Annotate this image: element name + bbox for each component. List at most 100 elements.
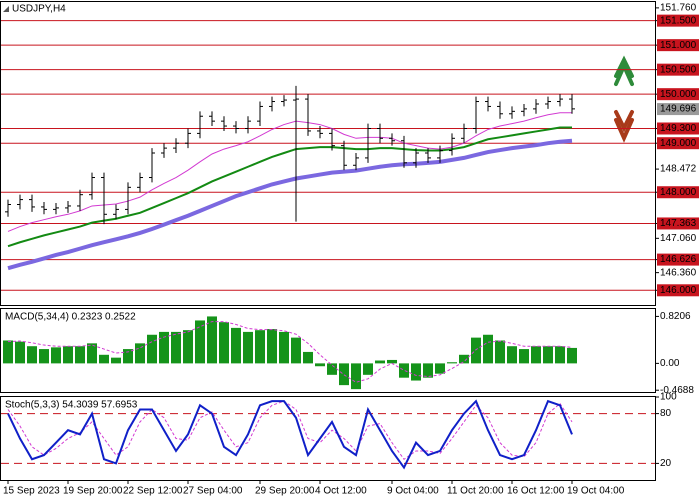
y-tick-label: 150.000 [660, 89, 697, 100]
y-tick-label: 20 [660, 458, 672, 469]
level-label-box [657, 122, 699, 135]
macd-bar [555, 346, 565, 364]
price-panel [0, 1, 656, 306]
y-tick-label: 146.360 [660, 267, 697, 278]
y-tick-label: -0.4688 [660, 385, 694, 396]
y-tick-label: 151.760 [660, 3, 697, 14]
x-tick-label: 16 Oct 12:00 [507, 486, 565, 497]
macd-bar [219, 322, 229, 364]
level-label-box [657, 253, 699, 266]
level-label-box [657, 284, 699, 297]
macd-bar [423, 363, 433, 378]
macd-bar [255, 330, 265, 364]
y-tick-label: 100 [660, 392, 677, 403]
x-tick-label: 29 Sep 20:00 [255, 486, 315, 497]
macd-bar [315, 363, 325, 367]
macd-bar [111, 357, 121, 364]
x-tick-label: 15 Sep 2023 [3, 486, 60, 497]
macd-bar [195, 320, 205, 364]
macd-bar [3, 340, 13, 364]
level-label-box [657, 88, 699, 101]
macd-bar [207, 316, 217, 364]
y-tick-label: 150.500 [660, 64, 697, 75]
x-tick-label: 4 Oct 12:00 [315, 486, 367, 497]
macd-bar [567, 347, 577, 364]
y-tick-label: 146.000 [660, 285, 697, 296]
level-label-box [657, 217, 699, 230]
x-tick-label: 22 Sep 12:00 [123, 486, 183, 497]
macd-bar [135, 343, 145, 364]
level-label-box [657, 14, 699, 27]
level-label-box [657, 39, 699, 52]
macd-bar [507, 346, 517, 364]
stoch-signal [7, 400, 573, 460]
macd-bar [15, 341, 25, 364]
macd-bar [231, 327, 241, 364]
macd-bar [363, 363, 373, 375]
macd-bar [267, 329, 277, 364]
x-tick-label: 9 Oct 04:00 [387, 486, 439, 497]
y-tick-label: 80 [660, 408, 672, 419]
macd-bar [411, 363, 421, 381]
y-tick-label: 147.060 [660, 233, 697, 244]
macd-bar [243, 331, 253, 364]
macd-bar [483, 334, 493, 364]
macd-bar [399, 363, 409, 378]
macd-bar [291, 337, 301, 364]
x-tick-label: 27 Sep 04:00 [183, 486, 243, 497]
y-tick-label: 148.472 [660, 164, 697, 175]
macd-bar [51, 347, 61, 364]
y-tick-label: 0.8206 [660, 311, 691, 322]
macd-bar [63, 346, 73, 364]
macd-bar [171, 331, 181, 364]
macd-bar [351, 363, 361, 390]
macd-bar [495, 340, 505, 364]
level-label-box [657, 63, 699, 76]
macd-bar [531, 346, 541, 364]
indicator-title: Stoch(5,3,3) 54.3039 57.6953 [5, 400, 138, 411]
macd-bar [123, 349, 133, 364]
chart-title: USDJPY,H4 [12, 4, 66, 15]
macd-bar [87, 343, 97, 364]
macd-bar [159, 331, 169, 364]
moving-average [7, 126, 572, 248]
macd-bar [303, 351, 313, 364]
y-tick-label: 149.000 [660, 138, 697, 149]
macd-bar [327, 363, 337, 375]
macd-bar [435, 363, 445, 374]
last-price-box [657, 103, 699, 116]
moving-average [7, 112, 572, 232]
macd-bar [471, 337, 481, 364]
macd-bar [375, 360, 385, 364]
last-price-label: 149.696 [660, 104, 697, 115]
macd-signal [7, 321, 573, 383]
stoch-panel [0, 396, 656, 481]
macd-bar [99, 354, 109, 364]
x-tick-label: 11 Oct 20:00 [447, 486, 504, 497]
y-tick-label: 151.000 [660, 40, 697, 51]
macd-bar [459, 354, 469, 364]
macd-bar [543, 346, 553, 364]
macd-bar [183, 330, 193, 364]
x-tick-label: 19 Sep 20:00 [63, 486, 123, 497]
macd-bar [39, 349, 49, 364]
macd-bar [27, 346, 37, 364]
up-arrow-icon [614, 55, 634, 86]
y-tick-label: 148.000 [660, 187, 697, 198]
macd-bar [387, 359, 397, 364]
macd-bar [147, 334, 157, 364]
macd-bar [75, 346, 85, 364]
y-tick-label: 146.626 [660, 254, 697, 265]
macd-bar [519, 349, 529, 364]
symbol-icon [3, 6, 9, 12]
macd-bar [447, 362, 457, 364]
macd-panel [0, 308, 656, 393]
level-label-box [657, 137, 699, 150]
y-tick-label: 147.363 [660, 218, 697, 229]
level-label-box [657, 186, 699, 199]
macd-bar [279, 331, 289, 364]
y-tick-label: 149.300 [660, 123, 697, 134]
